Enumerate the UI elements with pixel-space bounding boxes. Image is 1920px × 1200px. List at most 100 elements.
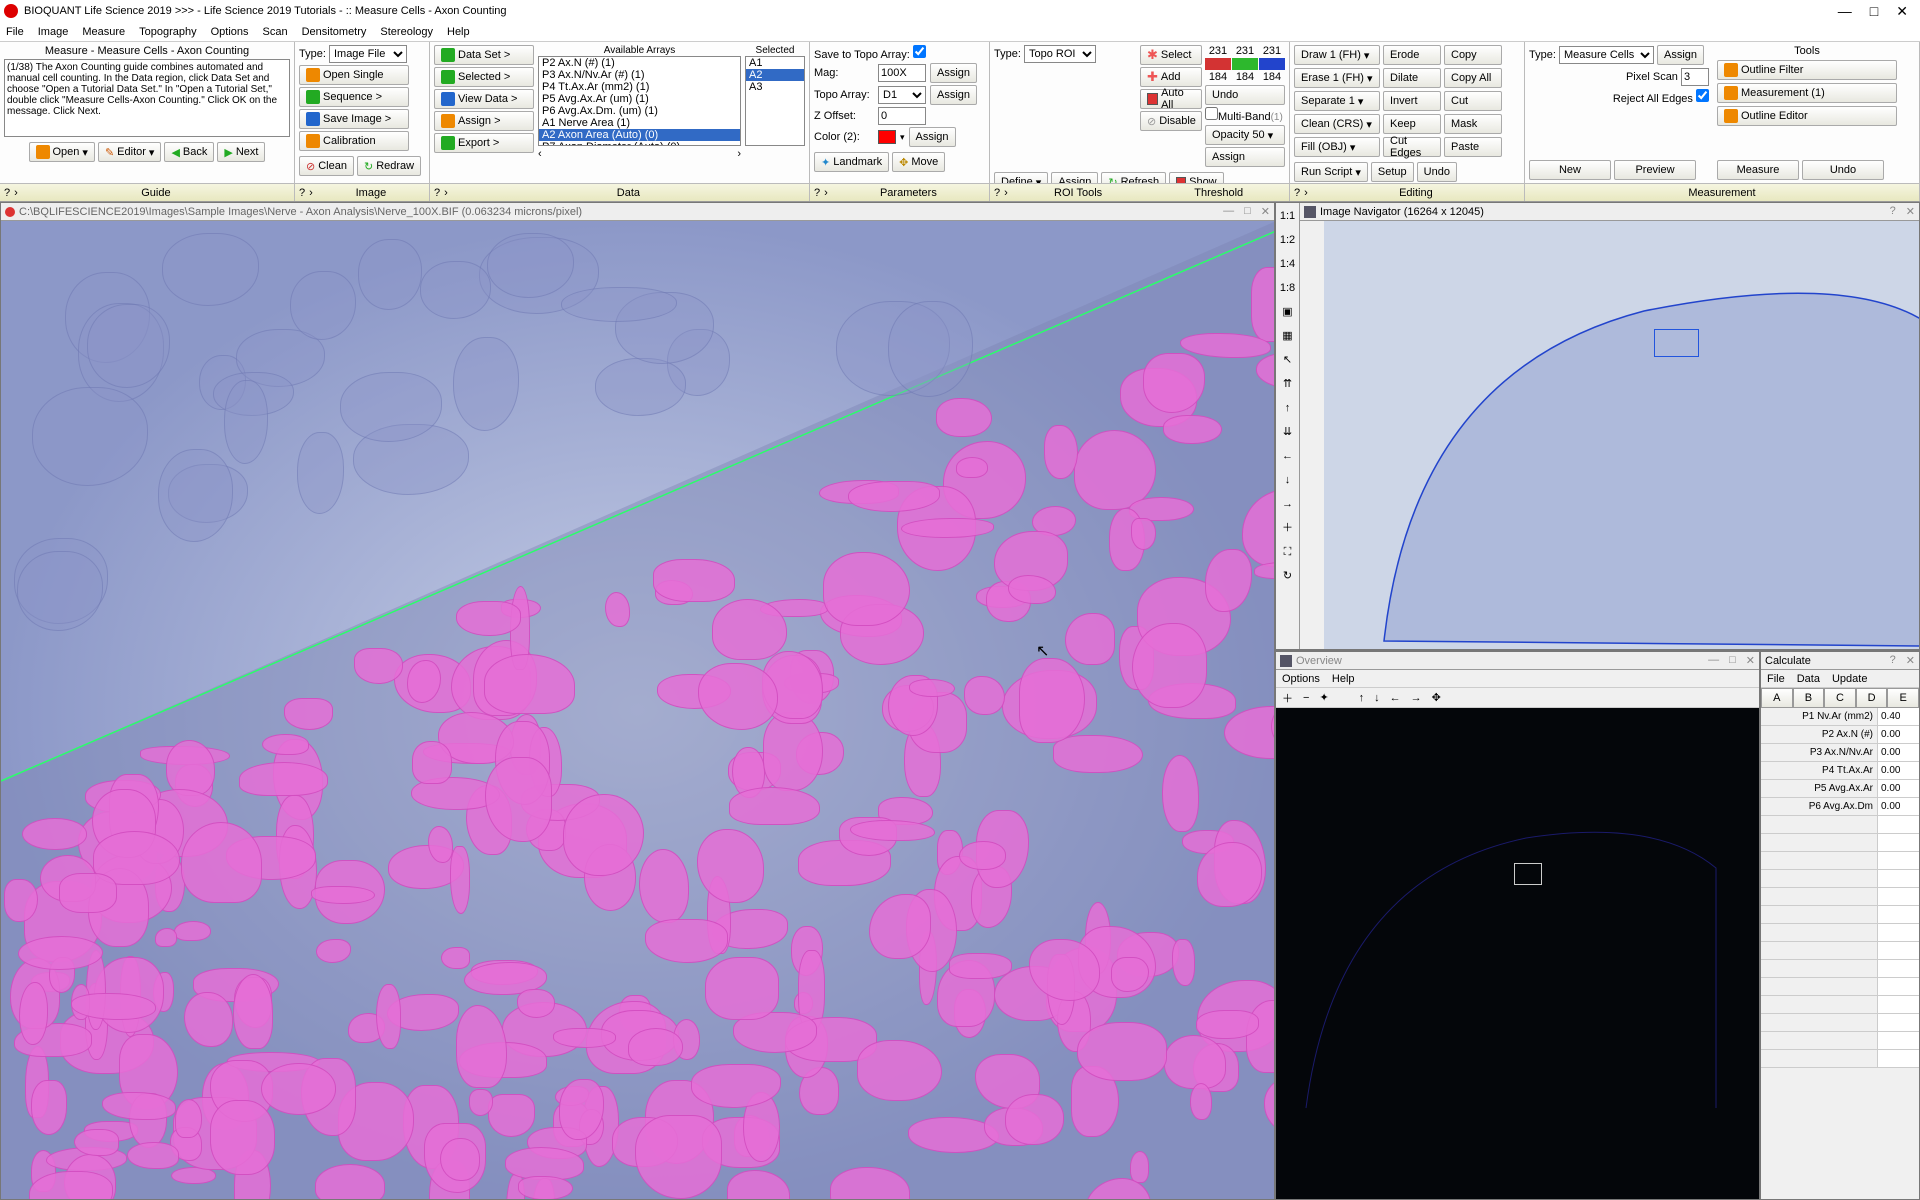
array-item[interactable]: A2 Axon Area (Auto) (0) (539, 129, 740, 141)
topo-assign[interactable]: Assign (930, 85, 977, 105)
runscript-button[interactable]: Run Script ▾ (1294, 162, 1368, 182)
available-arrays-list[interactable]: P2 Ax.N (#) (1)P3 Ax.N/Nv.Ar (#) (1)P4 T… (538, 56, 741, 146)
selected-list[interactable]: A1A2A3 (745, 56, 805, 146)
opacity-button[interactable]: Opacity 50 ▾ (1205, 125, 1285, 145)
back-button[interactable]: ◀Back (164, 142, 214, 162)
ov-move[interactable]: ✥ (1432, 691, 1441, 704)
roi-add-button[interactable]: ✚Add (1140, 67, 1202, 87)
ov-right[interactable]: → (1411, 692, 1422, 704)
arrow-right-icon[interactable]: → (1278, 495, 1298, 513)
cutedges-button[interactable]: Cut Edges (1383, 137, 1441, 157)
ov-left[interactable]: ← (1390, 692, 1401, 704)
roi-undo-button[interactable]: Undo (1205, 85, 1285, 105)
minimize-button[interactable]: — (1838, 3, 1852, 20)
roi-select-button[interactable]: ✱Select (1140, 45, 1202, 65)
fill-button[interactable]: Fill (OBJ) ▾ (1294, 137, 1380, 157)
redraw-button[interactable]: ↻Redraw (357, 156, 421, 176)
dilate-button[interactable]: Dilate (1383, 68, 1441, 88)
roi-assign2-button[interactable]: Assign (1051, 172, 1098, 183)
region-icon[interactable]: ▦ (1278, 327, 1298, 345)
calc-help[interactable]: ? (1890, 654, 1896, 667)
arrow-left-icon[interactable]: ← (1278, 447, 1298, 465)
selected-button[interactable]: Selected > (434, 67, 534, 87)
sequence-button[interactable]: Sequence > (299, 87, 409, 107)
plus-icon[interactable]: ＋ (1278, 519, 1298, 537)
reject-edges-checkbox[interactable] (1696, 89, 1709, 102)
editing-undo-button[interactable]: Undo (1417, 162, 1457, 182)
show-button[interactable]: Show (1169, 172, 1224, 183)
erase-button[interactable]: Erase 1 (FH) ▾ (1294, 68, 1380, 88)
array-item[interactable]: P4 Tt.Ax.Ar (mm2) (1) (539, 81, 740, 93)
img-close[interactable]: ✕ (1261, 205, 1270, 218)
rgb-swatch[interactable] (1232, 58, 1258, 70)
define-button[interactable]: Define ▾ (994, 172, 1048, 183)
ov-close[interactable]: ✕ (1746, 654, 1755, 667)
zoom-12[interactable]: 1:2 (1278, 231, 1298, 249)
calc-menu-data[interactable]: Data (1797, 673, 1820, 685)
calc-tab[interactable]: B (1793, 688, 1825, 707)
arrow-up-icon[interactable]: ↑ (1278, 399, 1298, 417)
outline-filter-button[interactable]: Outline Filter (1717, 60, 1897, 80)
refresh-nav-icon[interactable]: ↻ (1278, 567, 1298, 585)
copyall-button[interactable]: Copy All (1444, 68, 1502, 88)
new-button[interactable]: New (1529, 160, 1611, 180)
paste-button[interactable]: Paste (1444, 137, 1502, 157)
array-item[interactable]: P7 Axon Diameter (Auto) (0) (539, 141, 740, 146)
zoom-11[interactable]: 1:1 (1278, 207, 1298, 225)
navigator-viewport-rect[interactable] (1654, 329, 1699, 357)
meas-assign-button[interactable]: Assign (1657, 45, 1704, 65)
image-canvas[interactable]: ↖ (1, 221, 1274, 1199)
refresh-button[interactable]: ↻Refresh (1101, 172, 1166, 183)
calc-close[interactable]: ✕ (1906, 654, 1915, 667)
copy-button[interactable]: Copy (1444, 45, 1502, 65)
zoom-18[interactable]: 1:8 (1278, 279, 1298, 297)
calc-menu-file[interactable]: File (1767, 673, 1785, 685)
overview-canvas[interactable] (1276, 708, 1759, 1199)
color-swatch[interactable] (878, 130, 896, 144)
rgb-swatch[interactable] (1205, 58, 1231, 70)
img-max[interactable]: □ (1244, 205, 1251, 218)
ov-plus[interactable]: ＋ (1282, 690, 1293, 706)
open-button[interactable]: Open ▾ (29, 142, 95, 162)
measurement-tool-button[interactable]: Measurement (1) (1717, 83, 1897, 103)
roi-disable-button[interactable]: ⊘Disable (1140, 111, 1202, 131)
menu-densitometry[interactable]: Densitometry (302, 26, 367, 38)
overview-menu-options[interactable]: Options (1282, 673, 1320, 685)
zoom-14[interactable]: 1:4 (1278, 255, 1298, 273)
viewdata-button[interactable]: View Data > (434, 89, 534, 109)
landmark-button[interactable]: ✦Landmark (814, 152, 889, 172)
menu-file[interactable]: File (6, 26, 24, 38)
z-input[interactable] (878, 107, 926, 125)
ov-up[interactable]: ↑ (1359, 692, 1365, 704)
selected-item[interactable]: A2 (746, 69, 804, 81)
selected-item[interactable]: A1 (746, 57, 804, 69)
calc-tab[interactable]: C (1824, 688, 1856, 707)
array-item[interactable]: P6 Avg.Ax.Dm. (um) (1) (539, 105, 740, 117)
dataset-button[interactable]: Data Set > (434, 45, 534, 65)
ov-minus[interactable]: − (1303, 692, 1309, 704)
overview-viewport-rect[interactable] (1514, 863, 1542, 885)
roi-auto-button[interactable]: Auto All (1140, 89, 1202, 109)
move-button[interactable]: ✥Move (892, 152, 945, 172)
ov-down[interactable]: ↓ (1374, 692, 1380, 704)
ov-max[interactable]: □ (1729, 654, 1736, 667)
export-button[interactable]: Export > (434, 133, 534, 153)
topo-select[interactable]: D1 (878, 86, 926, 104)
close-button[interactable]: ✕ (1896, 3, 1908, 20)
multiband-checkbox[interactable] (1205, 107, 1218, 120)
arrow-up2-icon[interactable]: ⇈ (1278, 375, 1298, 393)
img-min[interactable]: — (1223, 205, 1234, 218)
invert-button[interactable]: Invert (1383, 91, 1441, 111)
selected-item[interactable]: A3 (746, 81, 804, 93)
separate-button[interactable]: Separate 1 ▾ (1294, 91, 1380, 111)
menu-image[interactable]: Image (38, 26, 69, 38)
arrow-nw-icon[interactable]: ↖ (1278, 351, 1298, 369)
array-item[interactable]: A1 Nerve Area (1) (539, 117, 740, 129)
image-type-select[interactable]: Image File (329, 45, 407, 63)
rgb-swatch[interactable] (1259, 58, 1285, 70)
crop-icon[interactable]: ⛶ (1278, 543, 1298, 561)
calc-tab[interactable]: E (1887, 688, 1919, 707)
array-item[interactable]: P5 Avg.Ax.Ar (um) (1) (539, 93, 740, 105)
nav-close[interactable]: ✕ (1906, 205, 1915, 218)
preview-button[interactable]: Preview (1614, 160, 1696, 180)
